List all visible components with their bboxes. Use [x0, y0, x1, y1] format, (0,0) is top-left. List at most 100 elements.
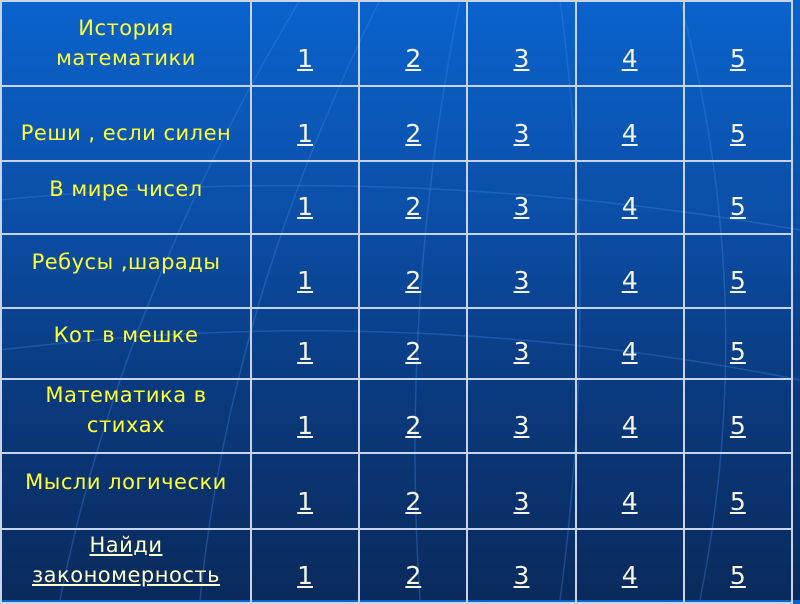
- question-cell[interactable]: 3: [466, 160, 577, 235]
- question-link[interactable]: 4: [621, 192, 638, 221]
- question-link[interactable]: 5: [729, 192, 746, 221]
- board-row: В мире чисел 1 2 3 4 5: [0, 160, 794, 235]
- question-cell[interactable]: 3: [466, 307, 577, 380]
- question-link[interactable]: 5: [729, 266, 746, 295]
- question-link[interactable]: 1: [297, 337, 314, 366]
- question-cell[interactable]: 4: [574, 85, 685, 162]
- question-link[interactable]: 5: [729, 337, 746, 366]
- question-link[interactable]: 5: [729, 44, 746, 73]
- question-link[interactable]: 1: [297, 119, 314, 148]
- question-link[interactable]: 3: [513, 561, 530, 590]
- question-cell[interactable]: 2: [358, 307, 469, 380]
- question-link[interactable]: 2: [405, 119, 422, 148]
- question-link[interactable]: 4: [621, 44, 638, 73]
- category-label: История математики: [0, 0, 252, 87]
- category-label: Мысли логически: [0, 452, 252, 530]
- question-cell[interactable]: 4: [574, 528, 685, 604]
- question-cell[interactable]: 5: [682, 307, 794, 380]
- question-cell[interactable]: 2: [358, 452, 469, 530]
- question-cell[interactable]: 4: [574, 0, 685, 87]
- question-cell[interactable]: 2: [358, 528, 469, 604]
- category-label[interactable]: Найди закономерность: [0, 528, 252, 604]
- question-cell[interactable]: 3: [466, 528, 577, 604]
- question-cell[interactable]: 4: [574, 452, 685, 530]
- question-cell[interactable]: 3: [466, 233, 577, 309]
- category-text: Кот в мешке: [53, 322, 199, 347]
- question-cell[interactable]: 3: [466, 0, 577, 87]
- question-cell[interactable]: 5: [682, 233, 794, 309]
- question-link[interactable]: 4: [621, 411, 638, 440]
- question-link[interactable]: 4: [621, 487, 638, 516]
- question-link[interactable]: 3: [513, 337, 530, 366]
- question-link[interactable]: 3: [513, 192, 530, 221]
- question-cell[interactable]: 1: [249, 0, 361, 87]
- question-cell[interactable]: 5: [682, 0, 794, 87]
- board-row: История математики 1 2 3 4 5: [0, 0, 794, 87]
- question-cell[interactable]: 1: [249, 233, 361, 309]
- question-link[interactable]: 4: [621, 266, 638, 295]
- question-cell[interactable]: 1: [249, 307, 361, 380]
- question-link[interactable]: 4: [621, 119, 638, 148]
- question-cell[interactable]: 3: [466, 85, 577, 162]
- question-cell[interactable]: 1: [249, 452, 361, 530]
- category-label: Математика в стихах: [0, 378, 252, 454]
- question-link[interactable]: 2: [405, 487, 422, 516]
- question-link[interactable]: 2: [405, 337, 422, 366]
- question-cell[interactable]: 5: [682, 452, 794, 530]
- question-cell[interactable]: 5: [682, 378, 794, 454]
- category-text[interactable]: Найди закономерность: [32, 533, 220, 587]
- question-link[interactable]: 5: [729, 119, 746, 148]
- question-cell[interactable]: 4: [574, 160, 685, 235]
- board-row: Найди закономерность 1 2 3 4 5: [0, 528, 794, 604]
- question-cell[interactable]: 3: [466, 378, 577, 454]
- question-cell[interactable]: 3: [466, 452, 577, 530]
- category-label: Кот в мешке: [0, 307, 252, 380]
- question-link[interactable]: 5: [729, 561, 746, 590]
- question-link[interactable]: 2: [405, 44, 422, 73]
- category-text: Математика в стихах: [45, 383, 207, 437]
- question-cell[interactable]: 1: [249, 528, 361, 604]
- question-link[interactable]: 5: [729, 487, 746, 516]
- question-link[interactable]: 4: [621, 337, 638, 366]
- question-cell[interactable]: 2: [358, 160, 469, 235]
- question-link[interactable]: 2: [405, 411, 422, 440]
- question-link[interactable]: 1: [297, 561, 314, 590]
- question-link[interactable]: 2: [405, 561, 422, 590]
- question-link[interactable]: 2: [405, 266, 422, 295]
- question-cell[interactable]: 1: [249, 160, 361, 235]
- question-link[interactable]: 5: [729, 411, 746, 440]
- board-row: Ребусы ,шарады 1 2 3 4 5: [0, 233, 794, 309]
- question-link[interactable]: 2: [405, 192, 422, 221]
- question-link[interactable]: 3: [513, 44, 530, 73]
- category-text: Мысли логически: [25, 470, 227, 494]
- question-cell[interactable]: 2: [358, 378, 469, 454]
- category-label: Реши , если силен: [0, 85, 252, 162]
- question-cell[interactable]: 2: [358, 233, 469, 309]
- question-link[interactable]: 4: [621, 561, 638, 590]
- question-cell[interactable]: 5: [682, 160, 794, 235]
- question-link[interactable]: 3: [513, 487, 530, 516]
- question-link[interactable]: 1: [297, 411, 314, 440]
- question-link[interactable]: 3: [513, 119, 530, 148]
- board-row: Кот в мешке 1 2 3 4 5: [0, 307, 794, 380]
- question-link[interactable]: 3: [513, 411, 530, 440]
- board-row: Мысли логически 1 2 3 4 5: [0, 452, 794, 530]
- question-cell[interactable]: 2: [358, 0, 469, 87]
- question-cell[interactable]: 1: [249, 85, 361, 162]
- question-link[interactable]: 1: [297, 192, 314, 221]
- question-cell[interactable]: 2: [358, 85, 469, 162]
- question-link[interactable]: 1: [297, 266, 314, 295]
- question-cell[interactable]: 4: [574, 378, 685, 454]
- question-link[interactable]: 1: [297, 487, 314, 516]
- question-link[interactable]: 3: [513, 266, 530, 295]
- question-cell[interactable]: 1: [249, 378, 361, 454]
- question-cell[interactable]: 5: [682, 528, 794, 604]
- question-link[interactable]: 1: [297, 44, 314, 73]
- question-cell[interactable]: 4: [574, 233, 685, 309]
- board-row: Реши , если силен 1 2 3 4 5: [0, 85, 794, 162]
- category-label: Ребусы ,шарады: [0, 233, 252, 309]
- question-cell[interactable]: 4: [574, 307, 685, 380]
- category-text: Реши , если силен: [20, 121, 232, 145]
- question-cell[interactable]: 5: [682, 85, 794, 162]
